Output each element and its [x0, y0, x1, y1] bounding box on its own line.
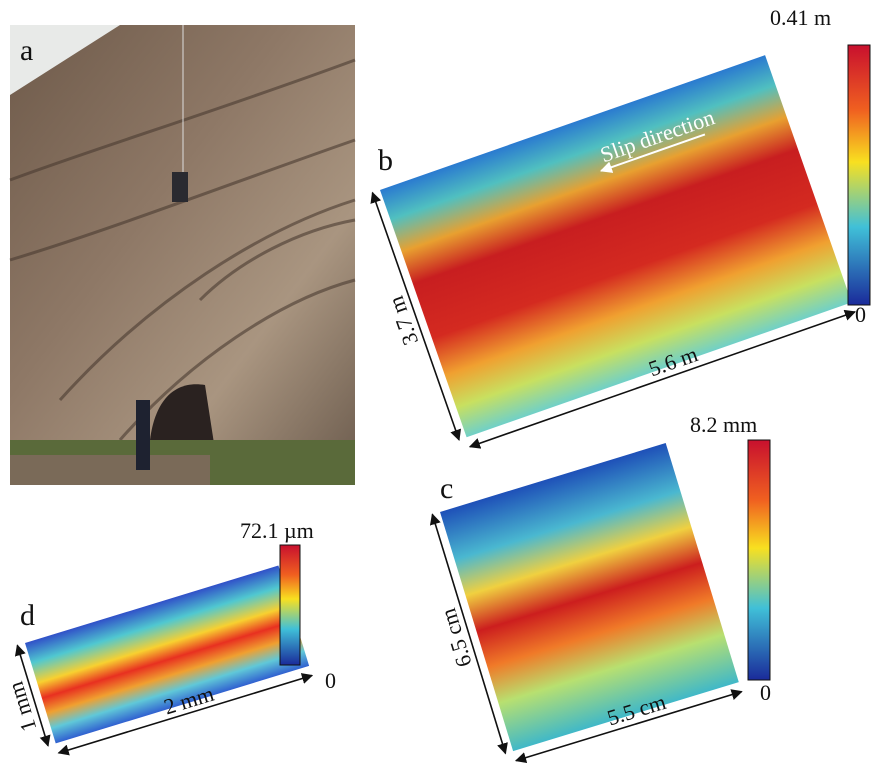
panel-label: c: [440, 472, 453, 505]
colorbar: [279, 544, 301, 666]
panel-a: a: [9, 25, 356, 485]
panel-label: a: [20, 34, 33, 67]
panel-label: b: [378, 144, 393, 177]
colorbar: [747, 439, 771, 681]
heatmap: [439, 443, 739, 752]
colorbar: [847, 44, 871, 306]
panel-d: 1 mm 2 mm 72.1 µm 0 d: [3, 518, 336, 756]
panel-b: Slip direction 3.7 m 5.6 m 0.41 m 0 b: [370, 5, 871, 449]
colorbar-max: 0.41 m: [770, 5, 831, 30]
heatmap: [380, 55, 852, 438]
colorbar-max: 8.2 mm: [690, 412, 757, 437]
colorbar-min: 0: [760, 680, 771, 705]
colorbar-max: 72.1 µm: [240, 518, 314, 543]
colorbar-min: 0: [855, 302, 866, 327]
panel-c: 6.5 cm 5.5 cm 8.2 mm 0 c: [429, 412, 771, 764]
colorbar-min: 0: [325, 668, 336, 693]
panel-label: d: [20, 599, 35, 632]
